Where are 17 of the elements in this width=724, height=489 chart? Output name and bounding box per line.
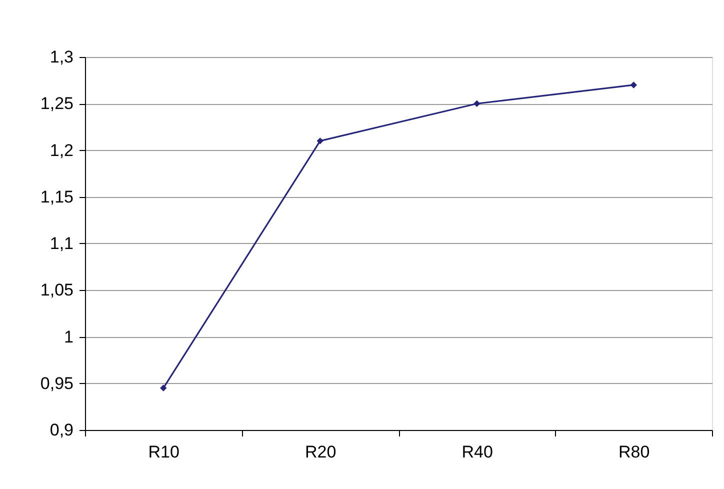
point: [630, 82, 637, 88]
x-tick-label: R80: [618, 442, 650, 462]
point: [160, 384, 167, 392]
x-tick-label: R20: [305, 442, 336, 462]
x-tick-label: R10: [148, 442, 180, 462]
y-tick-label: 0,9: [50, 420, 74, 440]
y-tick-label: 0,95: [40, 374, 74, 393]
y-tick-label: 1,2: [50, 140, 74, 160]
y-tick-label: 1,1: [50, 234, 74, 253]
y-tick-label: 1: [64, 327, 74, 346]
y-tick-label: 1,05: [40, 280, 74, 300]
point: [316, 138, 324, 144]
point: [474, 100, 480, 107]
y-tick-label: 1,25: [40, 94, 74, 114]
y-tick-label: 1,15: [40, 187, 74, 206]
x-tick-label: R40: [462, 442, 493, 462]
y-tick-label: 1,3: [50, 48, 74, 66]
